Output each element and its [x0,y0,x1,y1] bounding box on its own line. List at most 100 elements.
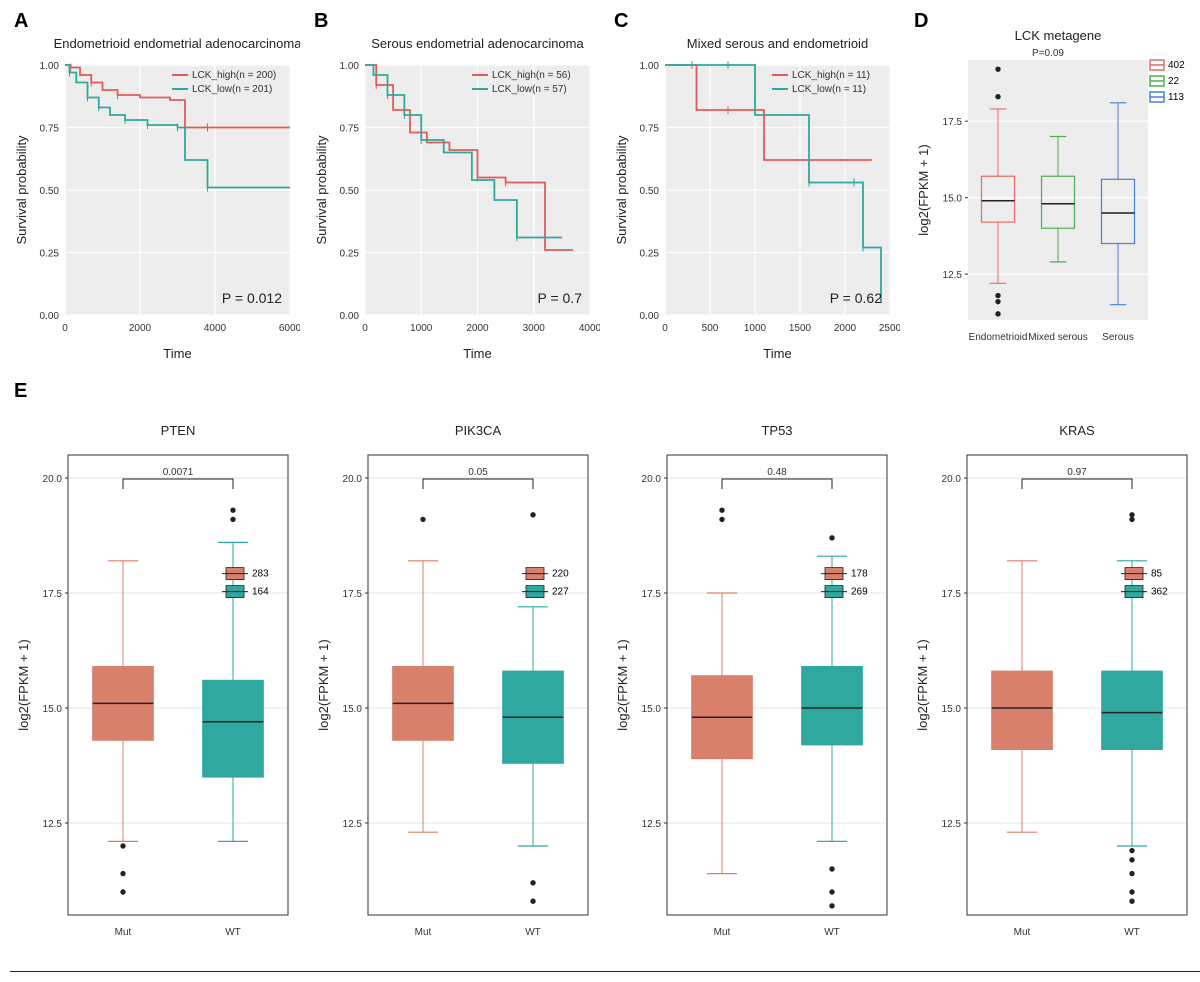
svg-text:LCK metagene: LCK metagene [1015,28,1102,43]
svg-text:164: 164 [252,587,269,598]
svg-text:P = 0.012: P = 0.012 [222,290,282,306]
svg-text:TP53: TP53 [761,423,792,438]
svg-text:Time: Time [763,346,791,361]
svg-text:WT: WT [824,927,840,938]
svg-text:Endometrioid endometrial adeno: Endometrioid endometrial adenocarcinoma [54,36,300,51]
panel-label-c: C [614,10,628,33]
svg-text:P = 0.62: P = 0.62 [830,290,883,306]
svg-text:1000: 1000 [744,323,767,334]
svg-text:2000: 2000 [466,323,489,334]
svg-text:LCK_high(n = 200): LCK_high(n = 200) [192,70,276,81]
panel-a: A Endometrioid endometrial adenocarcinom… [10,10,300,370]
svg-text:0.75: 0.75 [40,124,60,135]
panel-c: C Mixed serous and endometrioid0.000.250… [610,10,900,370]
svg-text:Time: Time [163,346,191,361]
svg-text:15.0: 15.0 [43,704,63,715]
svg-text:WT: WT [1124,927,1140,938]
svg-text:178: 178 [851,569,868,580]
svg-text:Serous endometrial adenocarcin: Serous endometrial adenocarcinoma [371,36,584,51]
svg-text:1.00: 1.00 [640,61,660,72]
svg-text:15.0: 15.0 [943,194,963,205]
svg-text:269: 269 [851,587,868,598]
svg-text:20.0: 20.0 [642,474,662,485]
svg-text:0.50: 0.50 [40,186,60,197]
svg-text:Mut: Mut [714,927,731,938]
svg-text:LCK_high(n = 11): LCK_high(n = 11) [792,70,870,81]
svg-text:log2(FPKM + 1): log2(FPKM + 1) [915,639,930,730]
svg-text:Mixed serous: Mixed serous [1028,332,1087,343]
panel-label-d: D [914,10,928,33]
svg-text:0: 0 [362,323,368,334]
panel-b: B Serous endometrial adenocarcinoma0.000… [310,10,600,370]
svg-text:LCK_low(n = 201): LCK_low(n = 201) [192,84,272,95]
svg-text:2000: 2000 [129,323,152,334]
svg-text:0.00: 0.00 [40,311,60,322]
boxplot-tp53: TP53MutWT12.515.017.520.0log2(FPKM + 1)1… [609,405,899,965]
svg-text:17.5: 17.5 [43,589,63,600]
svg-text:15.0: 15.0 [941,704,961,715]
svg-text:220: 220 [552,569,569,580]
svg-text:12.5: 12.5 [642,819,662,830]
svg-text:Mut: Mut [115,927,132,938]
svg-text:15.0: 15.0 [642,704,662,715]
svg-text:WT: WT [525,927,541,938]
boxplot-d: LCK metageneP=0.09EndometrioidMixed sero… [910,10,1200,370]
svg-text:Mut: Mut [1013,927,1030,938]
svg-text:Survival probability: Survival probability [14,135,29,245]
svg-text:0.25: 0.25 [40,249,60,260]
svg-text:20.0: 20.0 [342,474,362,485]
svg-text:0.05: 0.05 [468,467,488,478]
svg-text:12.5: 12.5 [342,819,362,830]
boxplot-pik3ca: PIK3CAMutWT12.515.017.520.0log2(FPKM + 1… [310,405,600,965]
panel-label-a: A [14,10,28,33]
svg-text:LCK_low(n = 57): LCK_low(n = 57) [492,84,567,95]
svg-text:Survival probability: Survival probability [614,135,629,245]
svg-text:227: 227 [552,587,569,598]
svg-text:0: 0 [662,323,668,334]
svg-text:KRAS: KRAS [1059,423,1095,438]
svg-text:log2(FPKM + 1): log2(FPKM + 1) [16,639,31,730]
svg-text:0.48: 0.48 [767,467,787,478]
boxplot-pten: PTENMutWT12.515.017.520.0log2(FPKM + 1)2… [10,405,300,965]
km-chart-c: Mixed serous and endometrioid0.000.250.5… [610,10,900,370]
svg-text:1.00: 1.00 [40,61,60,72]
svg-text:4000: 4000 [204,323,227,334]
svg-text:20.0: 20.0 [43,474,63,485]
svg-text:0.25: 0.25 [640,249,660,260]
svg-text:22: 22 [1168,76,1180,87]
svg-text:1000: 1000 [410,323,433,334]
svg-text:2500: 2500 [879,323,900,334]
svg-text:PTEN: PTEN [161,423,196,438]
svg-text:Serous: Serous [1102,332,1134,343]
svg-text:283: 283 [252,569,269,580]
svg-text:WT: WT [225,927,241,938]
svg-text:Survival probability: Survival probability [314,135,329,245]
svg-text:500: 500 [702,323,719,334]
svg-text:1.00: 1.00 [340,61,360,72]
svg-text:0.75: 0.75 [640,124,660,135]
svg-text:15.0: 15.0 [342,704,362,715]
svg-text:LCK_high(n = 56): LCK_high(n = 56) [492,70,571,81]
svg-text:85: 85 [1151,569,1163,580]
svg-text:log2(FPKM + 1): log2(FPKM + 1) [316,639,331,730]
figure-grid: A Endometrioid endometrial adenocarcinom… [10,10,1190,972]
svg-text:20.0: 20.0 [941,474,961,485]
svg-text:0.00: 0.00 [640,311,660,322]
svg-text:17.5: 17.5 [642,589,662,600]
svg-text:4000: 4000 [579,323,600,334]
panel-label-e: E [10,380,1200,403]
panel-e-charts: PTEN Mut WT 12.5 15.0 17.5 20.0 log2(FPKM + 1) 2… [10,405,1200,972]
svg-text:362: 362 [1151,587,1168,598]
svg-text:1500: 1500 [789,323,812,334]
svg-text:402: 402 [1168,60,1185,71]
panel-e-row: E PTEN Mut WT 12.5 15.0 17.5 20.0 log2(FPKM + 1… [10,380,1200,972]
svg-text:Mixed serous and endometrioid: Mixed serous and endometrioid [687,36,868,51]
km-chart-a: Endometrioid endometrial adenocarcinoma 0… [10,10,300,370]
svg-text:0.25: 0.25 [340,249,360,260]
svg-text:0: 0 [62,323,68,334]
svg-text:Mut: Mut [414,927,431,938]
svg-text:log2(FPKM + 1): log2(FPKM + 1) [916,144,931,235]
svg-text:P = 0.7: P = 0.7 [537,290,582,306]
svg-text:P=0.09: P=0.09 [1032,48,1064,59]
svg-text:113: 113 [1168,92,1184,103]
